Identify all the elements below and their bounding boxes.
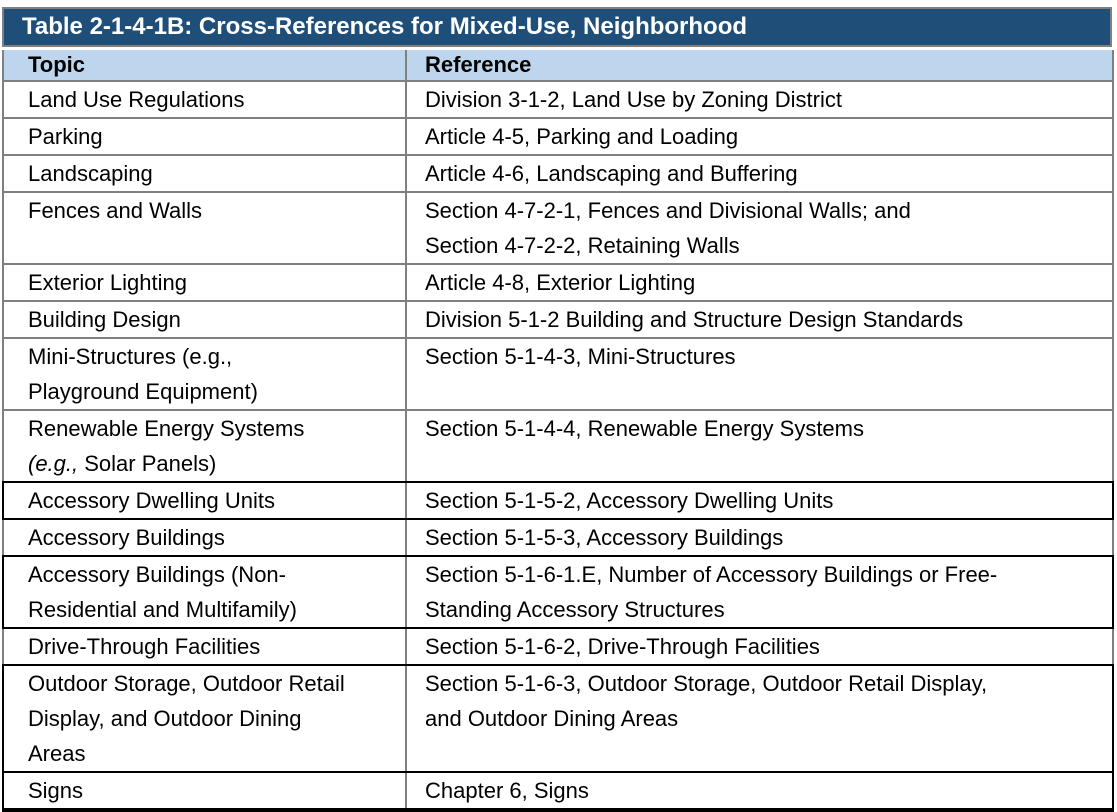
italic-text: (e.g., — [28, 451, 79, 476]
reference-cell: Division 3-1-2, Land Use by Zoning Distr… — [405, 81, 1114, 119]
table-row: Accessory Dwelling Units Section 5-1-5-2,… — [2, 482, 1114, 520]
text-line: Land Use Regulations — [28, 87, 245, 112]
text-line: Accessory Buildings (Non- — [28, 562, 286, 587]
text-line: Article 4-6, Landscaping and Buffering — [425, 161, 798, 186]
text-line: Building Design — [28, 307, 181, 332]
text-line: Section 4-7-2-2, Retaining Walls — [425, 233, 740, 258]
text-line: Landscaping — [28, 161, 153, 186]
table-row: Land Use Regulations Division 3-1-2, Land… — [2, 81, 1114, 119]
text-line: Section 5-1-4-4, Renewable Energy System… — [425, 416, 864, 441]
table-row: Parking Article 4-5, Parking and Loading — [2, 118, 1114, 156]
text-line: Outdoor Storage, Outdoor Retail — [28, 671, 345, 696]
text-line: Display, and Outdoor Dining — [28, 706, 302, 731]
document-page: Table 2-1-4-1B: Cross-References for Mix… — [2, 7, 1115, 812]
text-line: Section 5-1-4-3, Mini-Structures — [425, 344, 736, 369]
topic-cell: Parking — [2, 118, 407, 156]
topic-cell: Landscaping — [2, 155, 407, 193]
topic-cell: Fences and Walls — [2, 192, 407, 265]
topic-cell: Accessory Buildings — [2, 519, 407, 557]
text-line: Accessory Buildings — [28, 525, 225, 550]
text-line: Section 5-1-5-3, Accessory Buildings — [425, 525, 784, 550]
topic-cell: Accessory Buildings (Non- Residential and… — [2, 556, 407, 629]
column-header-topic: Topic — [2, 50, 407, 82]
text-line: Section 5-1-5-2, Accessory Dwelling Unit… — [425, 488, 834, 513]
reference-cell: Section 4-7-2-1, Fences and Divisional W… — [405, 192, 1114, 265]
table-row: Fences and Walls Section 4-7-2-1, Fences … — [2, 192, 1114, 265]
column-header-reference: Reference — [405, 50, 1114, 82]
text-line: Division 5-1-2 Building and Structure De… — [425, 307, 964, 332]
reference-cell: Section 5-1-6-2, Drive-Through Facilitie… — [405, 628, 1114, 666]
table-row: Renewable Energy Systems (e.g., Solar Pan… — [2, 410, 1114, 483]
text-line: Renewable Energy Systems — [28, 416, 305, 441]
text-line: Areas — [28, 741, 86, 766]
table-body: Land Use Regulations Division 3-1-2, Land… — [2, 81, 1114, 812]
text-line: Section 5-1-6-3, Outdoor Storage, Outdoo… — [425, 671, 988, 696]
topic-cell: Drive-Through Facilities — [2, 628, 407, 666]
table-title-bar: Table 2-1-4-1B: Cross-References for Mix… — [2, 7, 1112, 47]
reference-cell: Section 5-1-5-2, Accessory Dwelling Unit… — [405, 482, 1114, 520]
table-header-row: Topic Reference — [2, 50, 1114, 82]
text-line: Chapter 6, Signs — [425, 778, 589, 803]
table-row: Accessory Buildings Section 5-1-5-3, Acce… — [2, 519, 1114, 557]
table-row: Mini-Structures (e.g., Playground Equipme… — [2, 338, 1114, 411]
text-line: Playground Equipment) — [28, 379, 258, 404]
text-line: Drive-Through Facilities — [28, 634, 261, 659]
text-line: Exterior Lighting — [28, 270, 187, 295]
reference-cell: Chapter 6, Signs — [405, 772, 1114, 812]
text-line: Section 5-1-6-2, Drive-Through Facilitie… — [425, 634, 820, 659]
topic-cell: Building Design — [2, 301, 407, 339]
topic-cell: Signs — [2, 772, 407, 812]
text-line: Division 3-1-2, Land Use by Zoning Distr… — [425, 87, 842, 112]
topic-cell: Renewable Energy Systems (e.g., Solar Pan… — [2, 410, 407, 483]
reference-cell: Article 4-8, Exterior Lighting — [405, 264, 1114, 302]
reference-cell: Article 4-5, Parking and Loading — [405, 118, 1114, 156]
table-row: Outdoor Storage, Outdoor Retail Display, … — [2, 665, 1114, 773]
cross-reference-table: Topic Reference Land Use Regulations Divi… — [2, 50, 1114, 812]
text-line: Parking — [28, 124, 103, 149]
table-row: Exterior Lighting Article 4-8, Exterior L… — [2, 264, 1114, 302]
reference-cell: Section 5-1-5-3, Accessory Buildings — [405, 519, 1114, 557]
text-line: Residential and Multifamily) — [28, 597, 297, 622]
text-line: Section 5-1-6-1.E, Number of Accessory B… — [425, 562, 998, 587]
text-line: Section 4-7-2-1, Fences and Divisional W… — [425, 198, 911, 223]
text-line: (e.g., Solar Panels) — [28, 451, 217, 476]
table-row: Landscaping Article 4-6, Landscaping and … — [2, 155, 1114, 193]
text-line: Standing Accessory Structures — [425, 597, 725, 622]
table-row: Drive-Through Facilities Section 5-1-6-2,… — [2, 628, 1114, 666]
reference-cell: Section 5-1-6-3, Outdoor Storage, Outdoo… — [405, 665, 1114, 773]
topic-cell: Outdoor Storage, Outdoor Retail Display, … — [2, 665, 407, 773]
text-line: and Outdoor Dining Areas — [425, 706, 679, 731]
text-line: Fences and Walls — [28, 198, 203, 223]
table-row: Accessory Buildings (Non- Residential and… — [2, 556, 1114, 629]
topic-cell: Accessory Dwelling Units — [2, 482, 407, 520]
reference-cell: Section 5-1-4-4, Renewable Energy System… — [405, 410, 1114, 483]
topic-cell: Mini-Structures (e.g., Playground Equipme… — [2, 338, 407, 411]
table-row: Signs Chapter 6, Signs — [2, 772, 1114, 812]
reference-cell: Article 4-6, Landscaping and Buffering — [405, 155, 1114, 193]
topic-cell: Exterior Lighting — [2, 264, 407, 302]
table-row: Building Design Division 5-1-2 Building a… — [2, 301, 1114, 339]
topic-cell: Land Use Regulations — [2, 81, 407, 119]
text-line: Signs — [28, 778, 84, 803]
text-line: Article 4-8, Exterior Lighting — [425, 270, 696, 295]
reference-cell: Section 5-1-6-1.E, Number of Accessory B… — [405, 556, 1114, 629]
text-line: Article 4-5, Parking and Loading — [425, 124, 739, 149]
reference-cell: Section 5-1-4-3, Mini-Structures — [405, 338, 1114, 411]
reference-cell: Division 5-1-2 Building and Structure De… — [405, 301, 1114, 339]
text-line: Mini-Structures (e.g., — [28, 344, 233, 369]
text-line: Accessory Dwelling Units — [28, 488, 275, 513]
